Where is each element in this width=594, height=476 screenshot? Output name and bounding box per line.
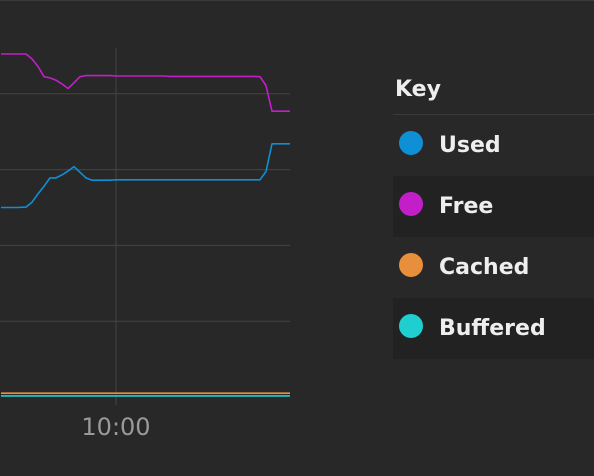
x-tick-label: 10:00 [81, 413, 150, 441]
series-line-used [1, 143, 290, 209]
cached-color-dot-icon [399, 252, 423, 277]
panel-top-divider [0, 0, 594, 1]
legend-item-used[interactable]: Used [393, 115, 594, 176]
legend-title: Key [393, 70, 594, 115]
free-color-dot-icon [399, 191, 423, 216]
legend-label-free: Free [439, 194, 494, 219]
buffered-color-dot-icon [399, 313, 423, 338]
series-line-free [1, 53, 290, 112]
legend-item-cached[interactable]: Cached [393, 237, 594, 298]
legend-label-buffered: Buffered [439, 316, 546, 341]
legend-label-cached: Cached [439, 255, 530, 280]
legend-item-free[interactable]: Free [393, 176, 594, 237]
used-color-dot-icon [399, 130, 423, 155]
chart-grid [0, 48, 290, 405]
legend-item-buffered[interactable]: Buffered [393, 298, 594, 359]
x-axis-ticks: 10:00 [81, 413, 150, 441]
legend-label-used: Used [439, 133, 501, 158]
chart-series [1, 53, 290, 397]
legend: Key Used Free Cached Buffered [393, 70, 594, 359]
